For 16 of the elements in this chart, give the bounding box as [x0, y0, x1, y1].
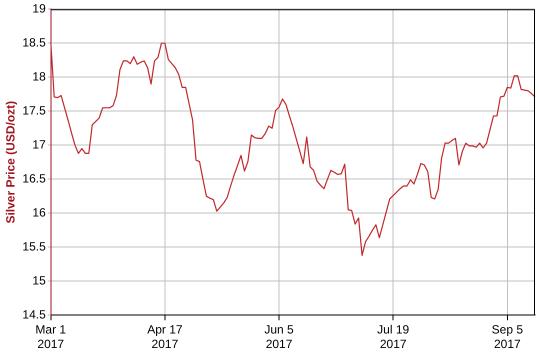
y-tick-label: 17.5	[22, 104, 46, 118]
y-tick-label: 15.5	[22, 240, 46, 254]
y-tick-label: 14.5	[22, 308, 46, 322]
y-tick-label: 17	[32, 138, 46, 152]
x-tick-label: Mar 1 2017	[35, 322, 66, 352]
x-tick-label: Jun 5 2017	[264, 322, 294, 352]
y-tick-label: 18	[32, 70, 46, 84]
x-tick-label: Sep 5 2017	[492, 322, 524, 352]
y-axis-title: Silver Price (USD/ozt)	[4, 100, 18, 224]
y-tick-label: 19	[32, 2, 46, 16]
x-tick-label: Apr 17 2017	[147, 322, 183, 352]
y-tick-label: 16.5	[22, 172, 46, 186]
y-tick-label: 15	[32, 274, 46, 288]
y-tick-label: 18.5	[22, 36, 46, 50]
x-tick-label: Jul 19 2017	[377, 322, 410, 352]
y-tick-label: 16	[32, 206, 46, 220]
